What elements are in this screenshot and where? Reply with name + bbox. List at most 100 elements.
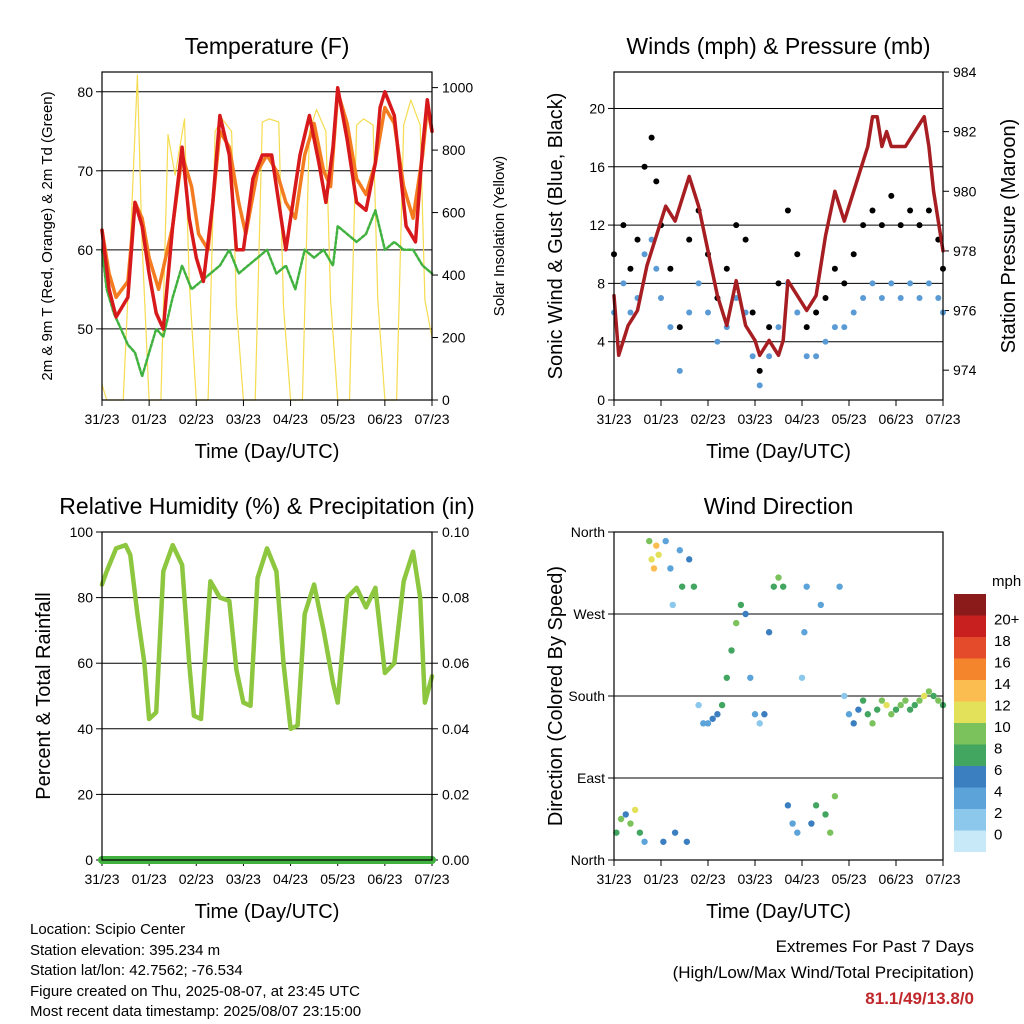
temperature-ytick-label: 70 — [77, 163, 93, 179]
winds-ytick-right-label: 980 — [953, 183, 977, 199]
colorbar-swatch — [954, 787, 986, 809]
winds-gust-point — [653, 178, 660, 185]
colorbar-swatch — [954, 744, 986, 766]
winds-ytick-right-label: 974 — [953, 362, 977, 378]
winds-xtick-label: 06/23 — [878, 411, 913, 427]
winds-wind-point — [831, 324, 838, 331]
winds-xlabel: Time (Day/UTC) — [706, 441, 851, 463]
winds-gust-point — [775, 280, 782, 287]
winds-gust-point — [897, 222, 904, 229]
timestamp-text: Most recent data timestamp: 2025/08/07 2… — [30, 1003, 362, 1020]
winds-xtick-label: 01/23 — [643, 411, 678, 427]
winds-gust-point — [733, 222, 740, 229]
humidity-xtick-label: 05/23 — [320, 871, 355, 887]
direction-point — [864, 711, 871, 718]
direction-panel: Wind Direction North East South West North 31/… — [545, 493, 961, 923]
winds-ytick-right-label: 976 — [953, 303, 977, 319]
humidity-xtick-label: 02/23 — [179, 871, 214, 887]
direction-point — [756, 720, 763, 727]
temperature-t9m-line — [100, 90, 434, 300]
direction-point — [733, 619, 740, 627]
direction-xtick-label: 31/23 — [596, 871, 631, 887]
direction-point — [822, 811, 829, 818]
direction-point — [855, 706, 862, 713]
direction-xtick-label: 02/23 — [690, 871, 725, 887]
station-info: Location: Scipio Center Station elevatio… — [30, 920, 361, 1023]
humidity-panel: Relative Humidity (%) & Precipitation (i… — [33, 493, 475, 923]
winds-gust-point — [667, 265, 674, 272]
temperature-t2m-line — [100, 86, 434, 331]
humidity-rh-line — [99, 542, 435, 732]
winds-gust-point — [784, 207, 791, 214]
direction-point — [883, 701, 890, 709]
direction-point — [897, 701, 904, 709]
direction-point — [827, 829, 834, 836]
colorbar-label: 8 — [994, 741, 1002, 758]
direction-point — [916, 697, 923, 704]
direction-title: Wind Direction — [704, 493, 854, 519]
speed-colorbar: mph 0 2 4 6 8 10 12 14 16 18 20+ — [954, 573, 1021, 852]
direction-ytick-label: East — [577, 770, 605, 786]
winds-ytick-label: 20 — [589, 100, 605, 116]
humidity-ytick-right-label: 0.10 — [442, 524, 469, 540]
direction-point — [902, 697, 909, 704]
humidity-xtick-label: 07/23 — [414, 871, 449, 887]
humidity-xtick-label: 31/23 — [84, 871, 119, 887]
temperature-ytick-label: 50 — [77, 321, 93, 337]
winds-gust-point — [676, 324, 683, 331]
colorbar-swatch — [954, 594, 986, 616]
colorbar-swatch — [954, 637, 986, 659]
winds-xtick-label: 04/23 — [784, 411, 819, 427]
direction-point — [888, 711, 895, 718]
direction-point — [780, 583, 787, 590]
winds-gust-point — [850, 251, 857, 258]
extremes-title: Extremes For Past 7 Days — [775, 937, 974, 956]
temperature-ytick-right-label: 600 — [442, 205, 466, 221]
winds-ytick-label: 8 — [597, 275, 605, 291]
winds-gust-point — [742, 236, 749, 243]
direction-point — [662, 537, 669, 545]
humidity-xtick-label: 04/23 — [273, 871, 308, 887]
humidity-ytick-label: 20 — [77, 786, 93, 802]
direction-ytick-label: West — [573, 606, 605, 622]
winds-ylabel: Sonic Wind & Gust (Blue, Black) — [545, 93, 567, 380]
winds-wind-point — [916, 294, 923, 301]
direction-ytick-label: North — [571, 852, 605, 868]
direction-point — [660, 838, 667, 845]
winds-xtick-label: 02/23 — [690, 411, 725, 427]
winds-ytick-right-label: 978 — [953, 243, 977, 259]
direction-point — [667, 565, 674, 572]
winds-wind-point — [822, 338, 829, 345]
winds-gust-point — [860, 222, 867, 229]
direction-point — [737, 601, 745, 609]
extremes-box: Extremes For Past 7 Days (High/Low/Max W… — [673, 934, 974, 1012]
temperature-ytick-right-label: 0 — [442, 392, 450, 408]
direction-point — [801, 629, 808, 636]
created-text: Figure created on Thu, 2025-08-07, at 23… — [30, 982, 360, 1000]
humidity-ytick-right-label: 0.02 — [442, 786, 469, 802]
temperature-xtick-label: 07/23 — [414, 411, 449, 427]
winds-wind-point — [641, 251, 648, 258]
winds-ytick-right-label: 984 — [953, 64, 977, 80]
winds-wind-point — [850, 309, 857, 316]
direction-point — [812, 802, 820, 809]
direction-point — [617, 815, 625, 823]
direction-point — [695, 701, 702, 709]
colorbar-label: 0 — [994, 827, 1002, 844]
direction-point — [622, 811, 629, 818]
humidity-ytick-label: 60 — [77, 655, 93, 671]
humidity-ylabel: Percent & Total Rainfall — [33, 592, 55, 800]
winds-gust-point — [620, 222, 627, 229]
winds-gust-point — [723, 265, 730, 272]
winds-wind-point — [794, 309, 801, 316]
winds-wind-point — [775, 324, 782, 331]
direction-point — [646, 537, 653, 545]
colorbar-swatch — [954, 680, 986, 702]
temperature-xtick-label: 31/23 — [84, 411, 119, 427]
winds-wind-point — [705, 309, 711, 316]
latlon-text: Station lat/lon: 42.7562; -76.534 — [30, 962, 243, 979]
direction-point — [925, 688, 933, 695]
colorbar-label: 12 — [994, 698, 1011, 715]
direction-point — [709, 715, 716, 722]
